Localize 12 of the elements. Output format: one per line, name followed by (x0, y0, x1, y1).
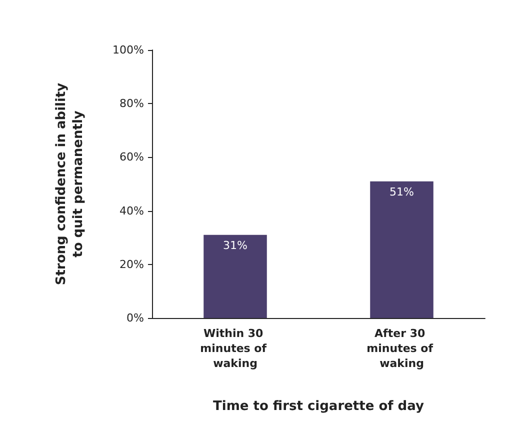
y-tick-label: 100% (112, 44, 144, 56)
data-label: 31% (223, 238, 248, 252)
y-tick-label: 80% (120, 97, 144, 110)
y-tick-label: 40% (120, 204, 144, 218)
x-tick-label: Within 30 minutes of waking (200, 327, 270, 370)
data-label: 51% (390, 185, 414, 198)
y-tick-label: 20% (120, 258, 144, 271)
y-tick-label: 0% (126, 312, 144, 324)
x-tick-label: After 30 minutes of waking (366, 327, 437, 370)
y-axis-title: Strong confidence in ability to quit permanently (54, 82, 86, 286)
x-axis-title: Time to first cigarette of day (213, 399, 424, 414)
y-tick-label: 60% (120, 150, 144, 164)
